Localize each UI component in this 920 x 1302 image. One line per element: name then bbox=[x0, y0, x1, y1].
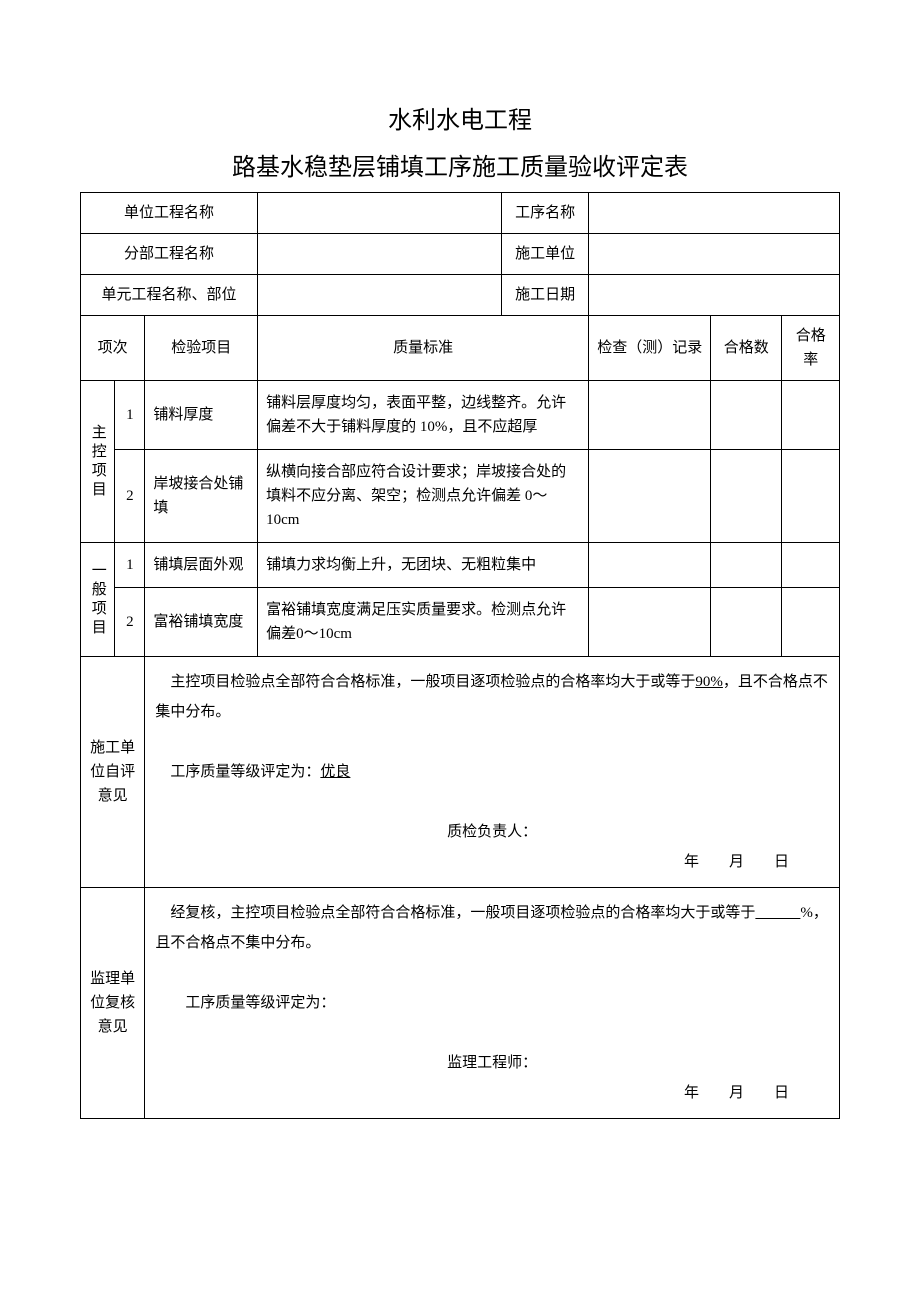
construction-pass-rate-value: 90% bbox=[695, 674, 723, 690]
general-item-2-record bbox=[589, 588, 711, 657]
construction-opinion-label: 施工单位自评意见 bbox=[81, 657, 145, 888]
construction-date-value bbox=[589, 275, 840, 316]
division-project-label: 分部工程名称 bbox=[81, 234, 258, 275]
main-title: 水利水电工程 bbox=[80, 100, 840, 135]
evaluation-table: 单位工程名称 工序名称 分部工程名称 施工单位 单元工程名称、部位 施工日期 项… bbox=[80, 192, 840, 1119]
main-item-2-no: 2 bbox=[115, 450, 145, 543]
main-item-2-pass-count bbox=[711, 450, 782, 543]
general-item-2-no: 2 bbox=[115, 588, 145, 657]
construction-opinion-content: 主控项目检验点全部符合合格标准，一般项目逐项检验点的合格率均大于或等于90%，且… bbox=[145, 657, 840, 888]
main-item-row-1: 主控项目 1 铺料厚度 铺料层厚度均匀，表面平整，边线整齐。允许偏差不大于铺料厚… bbox=[81, 381, 840, 450]
unit-element-value bbox=[258, 275, 502, 316]
general-item-row-2: 2 富裕铺填宽度 富裕铺填宽度满足压实质量要求。检测点允许偏差0～10cm bbox=[81, 588, 840, 657]
general-item-1-pass-count bbox=[711, 543, 782, 588]
construction-date-line: 年 月 日 bbox=[155, 847, 829, 877]
division-project-value bbox=[258, 234, 502, 275]
unit-project-label: 单位工程名称 bbox=[81, 193, 258, 234]
column-header-row: 项次 检验项目 质量标准 检查（测）记录 合格数 合格率 bbox=[81, 316, 840, 381]
construction-text-1a: 主控项目检验点全部符合合格标准，一般项目逐项检验点的合格率均大于或等于 bbox=[170, 674, 695, 690]
main-item-1-pass-count bbox=[711, 381, 782, 450]
supervision-text-1a: 经复核，主控项目检验点全部符合合格标准，一般项目逐项检验点的合格率均大于或等于 bbox=[170, 905, 755, 921]
general-item-1-no: 1 bbox=[115, 543, 145, 588]
construction-text-2a: 工序质量等级评定为： bbox=[170, 764, 320, 780]
general-item-2-standard: 富裕铺填宽度满足压实质量要求。检测点允许偏差0～10cm bbox=[258, 588, 589, 657]
supervision-opinion-row: 监理单位复核意见 经复核，主控项目检验点全部符合合格标准，一般项目逐项检验点的合… bbox=[81, 888, 840, 1119]
construction-opinion-row: 施工单位自评意见 主控项目检验点全部符合合格标准，一般项目逐项检验点的合格率均大… bbox=[81, 657, 840, 888]
main-item-2-standard: 纵横向接合部应符合设计要求；岸坡接合处的填料不应分离、架空；检测点允许偏差 0～… bbox=[258, 450, 589, 543]
main-item-2-pass-rate bbox=[782, 450, 840, 543]
supervision-opinion-label: 监理单位复核意见 bbox=[81, 888, 145, 1119]
main-item-1-no: 1 bbox=[115, 381, 145, 450]
sub-title: 路基水稳垫层铺填工序施工质量验收评定表 bbox=[80, 147, 840, 182]
col-pass-rate: 合格率 bbox=[782, 316, 840, 381]
qc-person-label: 质检负责人： bbox=[155, 817, 829, 847]
general-item-1-record bbox=[589, 543, 711, 588]
general-item-1-standard: 铺填力求均衡上升，无团块、无粗粒集中 bbox=[258, 543, 589, 588]
col-standard: 质量标准 bbox=[258, 316, 589, 381]
unit-project-value bbox=[258, 193, 502, 234]
main-item-1-record bbox=[589, 381, 711, 450]
main-item-2-record bbox=[589, 450, 711, 543]
general-item-2-name: 富裕铺填宽度 bbox=[145, 588, 258, 657]
general-item-row-1: 一般项目 1 铺填层面外观 铺填力求均衡上升，无团块、无粗粒集中 bbox=[81, 543, 840, 588]
general-item-1-name: 铺填层面外观 bbox=[145, 543, 258, 588]
main-category-label: 主控项目 bbox=[81, 381, 115, 543]
supervision-date-line: 年 月 日 bbox=[155, 1078, 829, 1108]
col-item: 检验项目 bbox=[145, 316, 258, 381]
header-row-3: 单元工程名称、部位 施工日期 bbox=[81, 275, 840, 316]
general-item-1-pass-rate bbox=[782, 543, 840, 588]
col-record: 检查（测）记录 bbox=[589, 316, 711, 381]
unit-element-label: 单元工程名称、部位 bbox=[81, 275, 258, 316]
main-item-1-name: 铺料厚度 bbox=[145, 381, 258, 450]
main-item-2-name: 岸坡接合处铺填 bbox=[145, 450, 258, 543]
main-item-1-pass-rate bbox=[782, 381, 840, 450]
main-item-row-2: 2 岸坡接合处铺填 纵横向接合部应符合设计要求；岸坡接合处的填料不应分离、架空；… bbox=[81, 450, 840, 543]
col-seq: 项次 bbox=[81, 316, 145, 381]
general-item-2-pass-rate bbox=[782, 588, 840, 657]
construction-grade-value: 优良 bbox=[320, 764, 350, 780]
main-item-1-standard: 铺料层厚度均匀，表面平整，边线整齐。允许偏差不大于铺料厚度的 10%，且不应超厚 bbox=[258, 381, 589, 450]
construction-unit-label: 施工单位 bbox=[501, 234, 588, 275]
process-name-label: 工序名称 bbox=[501, 193, 588, 234]
construction-unit-value bbox=[589, 234, 840, 275]
supervision-grade-line: 工序质量等级评定为： bbox=[155, 988, 829, 1018]
col-pass-count: 合格数 bbox=[711, 316, 782, 381]
general-item-2-pass-count bbox=[711, 588, 782, 657]
process-name-value bbox=[589, 193, 840, 234]
general-category-label: 一般项目 bbox=[81, 543, 115, 657]
supervision-pass-rate-blank bbox=[755, 905, 800, 921]
supervision-opinion-content: 经复核，主控项目检验点全部符合合格标准，一般项目逐项检验点的合格率均大于或等于 … bbox=[145, 888, 840, 1119]
header-row-1: 单位工程名称 工序名称 bbox=[81, 193, 840, 234]
construction-date-label: 施工日期 bbox=[501, 275, 588, 316]
header-row-2: 分部工程名称 施工单位 bbox=[81, 234, 840, 275]
supervision-engineer-label: 监理工程师： bbox=[155, 1048, 829, 1078]
